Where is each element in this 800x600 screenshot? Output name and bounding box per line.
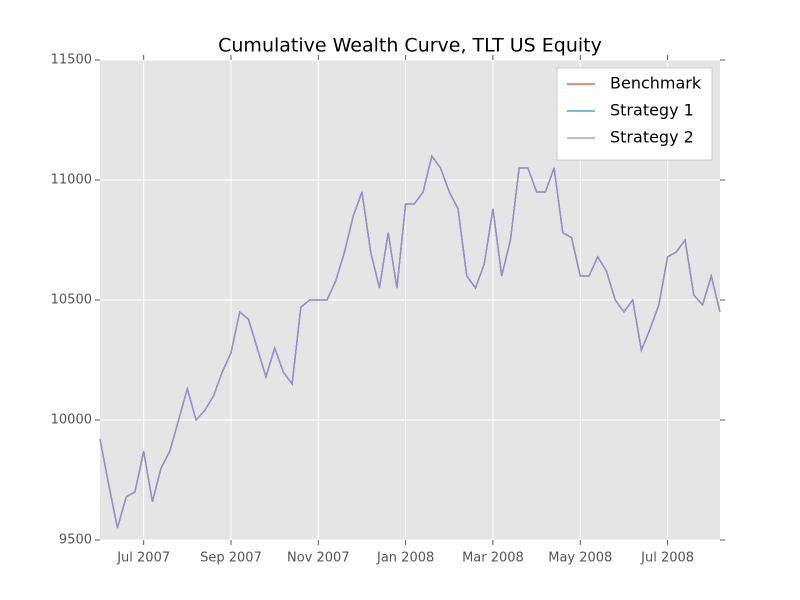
chart-title: Cumulative Wealth Curve, TLT US Equity (218, 35, 602, 57)
x-tick-label: Sep 2007 (200, 551, 262, 566)
x-tick-label: Nov 2007 (287, 551, 350, 566)
x-tick-label: Mar 2008 (462, 551, 524, 566)
legend-label: Strategy 2 (610, 128, 694, 147)
x-tick-label: Jul 2008 (640, 551, 694, 566)
y-tick-label: 11000 (51, 173, 92, 188)
series-line (99, 154, 721, 529)
y-tick-label: 11500 (51, 53, 92, 68)
y-tick-label: 10500 (51, 293, 92, 308)
legend-label: Strategy 1 (610, 101, 694, 120)
y-tick-label: 10000 (51, 413, 92, 428)
x-tick-label: Jan 2008 (376, 551, 434, 566)
legend-label: Benchmark (610, 74, 702, 93)
y-tick-label: 9500 (59, 533, 92, 548)
x-tick-label: May 2008 (548, 551, 612, 566)
x-tick-label: Jul 2007 (116, 551, 170, 566)
legend-box (556, 67, 713, 161)
